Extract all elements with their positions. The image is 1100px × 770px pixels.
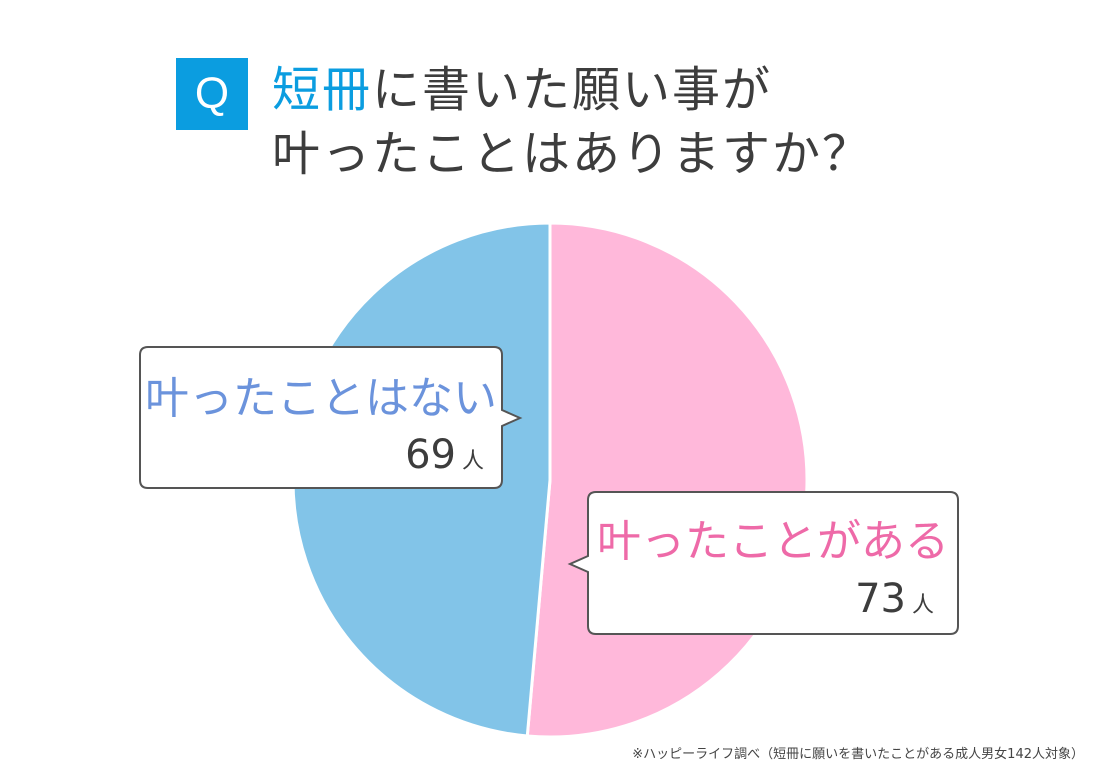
- callout-no-label: 叶ったことはない: [145, 373, 497, 424]
- title-highlight: 短冊: [272, 62, 373, 118]
- callout-yes-unit: 人: [912, 593, 934, 618]
- title-line1-rest: に書いた願い事が: [372, 62, 773, 118]
- callout-yes: 叶ったことがある 73 人: [567, 491, 959, 635]
- title-line2: 叶ったことはありますか？: [272, 126, 873, 182]
- question-title: 短冊に書いた願い事が 叶ったことはありますか？: [272, 58, 872, 186]
- callout-yes-label: 叶ったことがある: [597, 516, 949, 567]
- callout-no: 叶ったことはない 69 人: [139, 346, 523, 489]
- question-badge: Q: [176, 58, 248, 130]
- source-footnote: ※ハッピーライフ調べ（短冊に願いを書いたことがある成人男女142人対象）: [632, 747, 1084, 762]
- callout-yes-count: 73: [855, 576, 906, 622]
- callout-no-unit: 人: [462, 449, 484, 474]
- callout-no-count: 69: [405, 432, 456, 478]
- pie-slice-yes: [525, 221, 809, 739]
